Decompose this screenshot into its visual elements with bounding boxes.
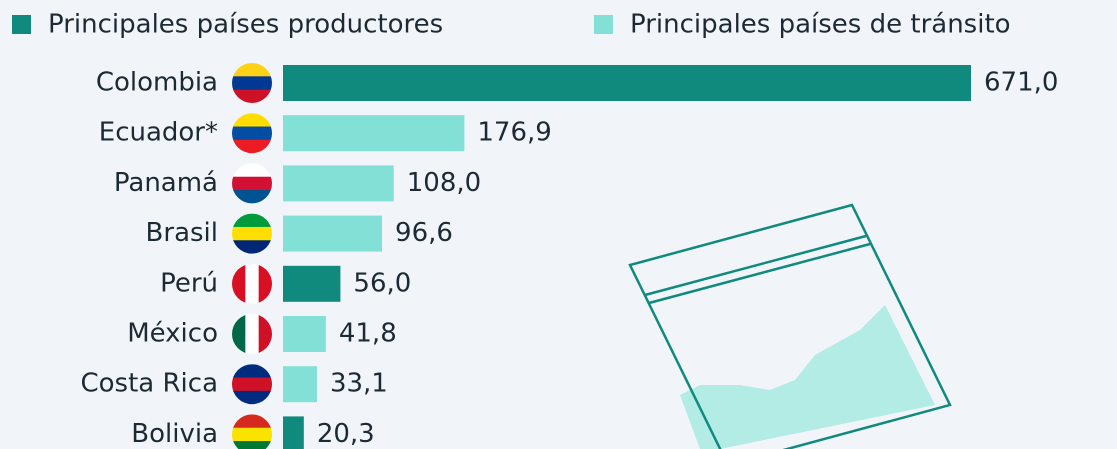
bar bbox=[283, 316, 326, 352]
bar bbox=[283, 416, 304, 449]
flag-stripe bbox=[232, 89, 272, 103]
flag-stripe bbox=[232, 190, 272, 204]
flag-stripe bbox=[232, 126, 272, 141]
bar bbox=[283, 215, 383, 252]
bar bbox=[283, 65, 971, 101]
flag-stripe bbox=[232, 441, 272, 449]
flag bbox=[232, 63, 272, 103]
flag-stripe bbox=[258, 263, 272, 304]
flag-stripe bbox=[232, 63, 272, 77]
flag-stripe bbox=[232, 427, 272, 442]
value-label: 33,1 bbox=[330, 369, 388, 399]
category-label: Costa Rica bbox=[80, 369, 218, 399]
flag-stripe bbox=[232, 364, 272, 379]
category-label: Colombia bbox=[96, 68, 218, 98]
flag-stripe bbox=[232, 76, 272, 91]
flag-stripe bbox=[232, 226, 272, 241]
value-label: 20,3 bbox=[317, 419, 375, 449]
bar bbox=[283, 265, 341, 302]
legend-swatch bbox=[12, 15, 31, 34]
flag-stripe bbox=[245, 314, 260, 354]
flag-stripe bbox=[232, 176, 272, 191]
flag-stripe bbox=[232, 240, 272, 254]
flag bbox=[232, 113, 272, 154]
flag-stripe bbox=[232, 113, 272, 128]
category-label: Perú bbox=[160, 268, 218, 298]
flag bbox=[232, 364, 272, 405]
category-label: México bbox=[127, 319, 218, 349]
flag-stripe bbox=[232, 390, 272, 405]
value-label: 108,0 bbox=[407, 168, 481, 198]
value-label: 671,0 bbox=[984, 68, 1058, 98]
value-label: 56,0 bbox=[353, 268, 411, 298]
flag bbox=[232, 314, 272, 354]
bag-illustration bbox=[628, 203, 952, 449]
flag bbox=[232, 213, 272, 254]
category-label: Brasil bbox=[146, 218, 218, 248]
legend-label: Principales países productores bbox=[48, 10, 443, 40]
flag-stripe bbox=[232, 414, 272, 429]
category-label: Ecuador* bbox=[99, 118, 218, 148]
flag bbox=[232, 263, 272, 304]
flag-stripe bbox=[232, 163, 272, 178]
value-label: 176,9 bbox=[477, 118, 551, 148]
bar bbox=[283, 366, 317, 403]
flag-stripe bbox=[232, 213, 272, 228]
category-label: Bolivia bbox=[131, 419, 218, 449]
flag bbox=[232, 163, 272, 204]
bar bbox=[283, 115, 465, 152]
flag-stripe bbox=[245, 263, 260, 304]
flag-stripe bbox=[232, 139, 272, 154]
flag-stripe bbox=[258, 314, 272, 354]
flag-stripe bbox=[232, 377, 272, 392]
flag-stripe bbox=[232, 314, 246, 354]
value-label: 41,8 bbox=[339, 319, 397, 349]
value-label: 96,6 bbox=[395, 218, 453, 248]
legend-label: Principales países de tránsito bbox=[630, 10, 1011, 40]
category-label: Panamá bbox=[114, 168, 218, 198]
bar bbox=[283, 165, 394, 202]
flag-stripe bbox=[232, 263, 246, 304]
legend-swatch bbox=[594, 15, 613, 34]
flag bbox=[232, 414, 272, 449]
